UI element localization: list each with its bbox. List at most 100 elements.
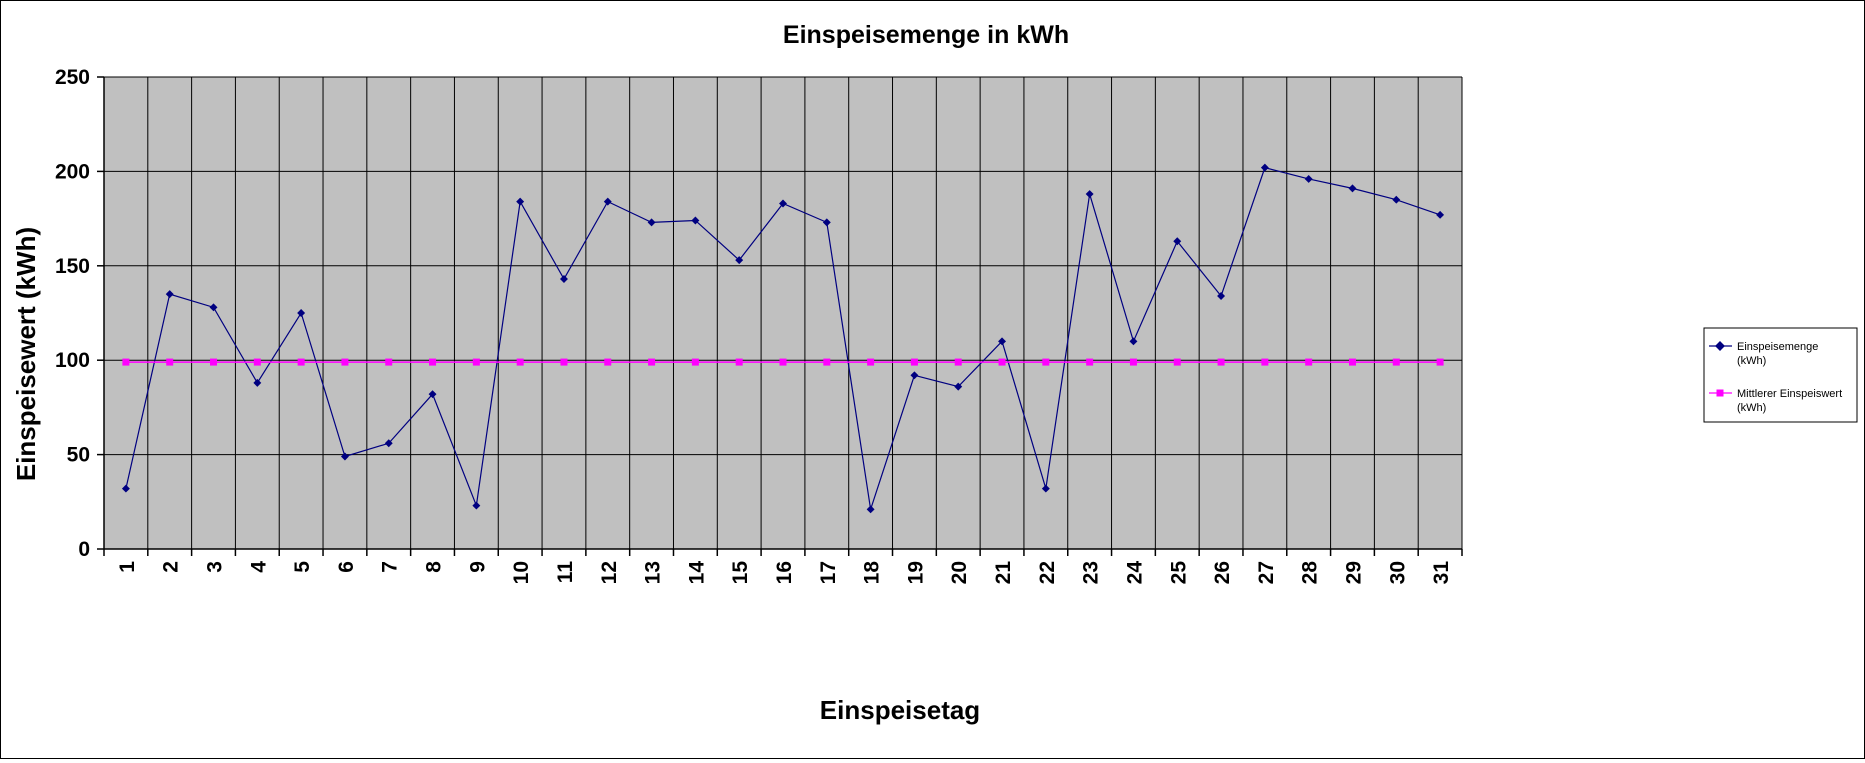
series-2-point bbox=[560, 358, 568, 366]
y-tick-label: 50 bbox=[67, 444, 90, 467]
series-1-point bbox=[691, 216, 700, 225]
x-tick-label: 15 bbox=[729, 561, 752, 585]
series-2-point bbox=[210, 358, 218, 366]
series-2-point bbox=[1173, 358, 1181, 366]
series-2-point bbox=[1348, 358, 1356, 366]
series-2-point bbox=[341, 358, 349, 366]
x-tick-label: 24 bbox=[1123, 561, 1146, 585]
series-2-point bbox=[954, 358, 962, 366]
series-1-point bbox=[603, 197, 612, 206]
x-tick-label: 22 bbox=[1036, 561, 1059, 584]
x-tick-label: 5 bbox=[291, 561, 314, 573]
legend: Einspeisemenge (kWh) Mittlerer Einspeisw… bbox=[1703, 327, 1858, 423]
x-tick-label: 13 bbox=[642, 561, 665, 584]
x-tick-label: 25 bbox=[1167, 561, 1190, 585]
series-1-point bbox=[428, 390, 437, 399]
x-tick-label: 31 bbox=[1430, 561, 1453, 585]
x-tick-labels: 1 2 3 4 5 6 7 8 9 10 11 12 13 14 15 16 17 18 19 20 21 22 23 24 2… bbox=[116, 561, 1453, 585]
y-tick-label: 150 bbox=[55, 255, 90, 278]
series-1-point bbox=[340, 452, 349, 461]
x-tick-label: 9 bbox=[466, 561, 489, 573]
x-tick-label: 14 bbox=[685, 561, 708, 585]
series-2-point bbox=[648, 358, 656, 366]
legend-marker-series-1 bbox=[1715, 341, 1725, 351]
legend-box bbox=[1703, 327, 1858, 423]
x-tick-label: 8 bbox=[423, 561, 446, 573]
x-tick-label: 19 bbox=[904, 561, 927, 584]
series-1-point bbox=[297, 309, 306, 317]
series-2-point bbox=[1261, 358, 1269, 366]
x-tick-label: 12 bbox=[598, 561, 621, 584]
series-2-point bbox=[297, 358, 305, 366]
y-tick-labels: 0 50 100 150 200 250 bbox=[55, 66, 90, 561]
series-1-point bbox=[384, 439, 393, 448]
x-tick-label: 20 bbox=[948, 561, 971, 584]
x-tick-label: 11 bbox=[554, 561, 577, 584]
x-tick-label: 10 bbox=[510, 561, 533, 584]
series-1-point bbox=[1217, 292, 1226, 300]
x-tick-label: 4 bbox=[247, 561, 270, 573]
series-2-point bbox=[516, 358, 524, 366]
series-2-point bbox=[122, 358, 130, 366]
x-tick-label: 1 bbox=[116, 561, 139, 573]
plot-area bbox=[104, 77, 1462, 549]
y-tick-label: 0 bbox=[78, 538, 90, 561]
axes bbox=[97, 76, 1463, 556]
x-tick-label: 29 bbox=[1342, 561, 1365, 584]
legend-label-series-1: Einspeisemenge bbox=[1737, 341, 1818, 353]
x-tick-label: 17 bbox=[817, 561, 840, 584]
x-tick-label: 26 bbox=[1211, 561, 1234, 584]
y-axis-title: Einspeisewert (kWh) bbox=[11, 227, 41, 481]
series-1-point bbox=[779, 199, 787, 208]
series-1-point bbox=[998, 337, 1006, 346]
series-2-point bbox=[604, 358, 612, 366]
x-tick-label: 3 bbox=[204, 561, 227, 573]
series-2-point bbox=[385, 358, 393, 366]
series-2-point bbox=[998, 358, 1006, 366]
x-tick-label: 2 bbox=[160, 561, 183, 573]
chart-title: Einspeisemenge in kWh bbox=[783, 21, 1069, 49]
series-2-point bbox=[691, 358, 699, 366]
legend-label-series-2: Mittlerer Einspeiswert bbox=[1737, 388, 1842, 400]
series-2-point bbox=[779, 358, 787, 366]
x-tick-label: 16 bbox=[773, 561, 796, 584]
series-2-point bbox=[867, 358, 875, 366]
series-2-point bbox=[1305, 358, 1313, 366]
series-2-point bbox=[823, 358, 831, 366]
series-1-point bbox=[516, 197, 525, 206]
x-axis-title: Einspeisetag bbox=[820, 695, 980, 725]
series-1-point bbox=[209, 303, 218, 312]
x-tick-label: 23 bbox=[1080, 561, 1103, 584]
x-tick-label: 21 bbox=[992, 561, 1015, 585]
series-2-point bbox=[166, 358, 174, 366]
x-tick-label: 30 bbox=[1386, 561, 1409, 584]
series-2-point bbox=[1392, 358, 1400, 366]
legend-marker-series-2 bbox=[1716, 389, 1724, 397]
x-tick-label: 6 bbox=[335, 561, 358, 573]
series-2-point bbox=[910, 358, 918, 366]
series-1-point bbox=[954, 382, 963, 391]
series-2-point bbox=[1436, 358, 1444, 366]
series-2-point bbox=[429, 358, 437, 366]
series-2-point bbox=[1217, 358, 1225, 366]
x-tick-label: 27 bbox=[1255, 561, 1278, 584]
series-2-point bbox=[1086, 358, 1094, 366]
grid-lines bbox=[103, 76, 1463, 550]
y-tick-label: 100 bbox=[55, 349, 90, 372]
x-tick-label: 18 bbox=[861, 561, 884, 585]
series-1-point bbox=[472, 501, 481, 510]
legend-label-series-2-unit: (kWh) bbox=[1737, 402, 1766, 414]
y-tick-label: 200 bbox=[55, 160, 90, 183]
series-2-point bbox=[1129, 358, 1137, 366]
series-2-point bbox=[472, 358, 480, 366]
legend-label-series-1-unit: (kWh) bbox=[1737, 355, 1766, 367]
y-tick-label: 250 bbox=[55, 66, 90, 89]
series-2-point bbox=[735, 358, 743, 366]
x-tick-label: 28 bbox=[1299, 561, 1322, 585]
series-1-point bbox=[647, 218, 656, 227]
series-2-point bbox=[253, 358, 261, 366]
series-2-point bbox=[1042, 358, 1050, 366]
series-1-point bbox=[822, 218, 831, 227]
